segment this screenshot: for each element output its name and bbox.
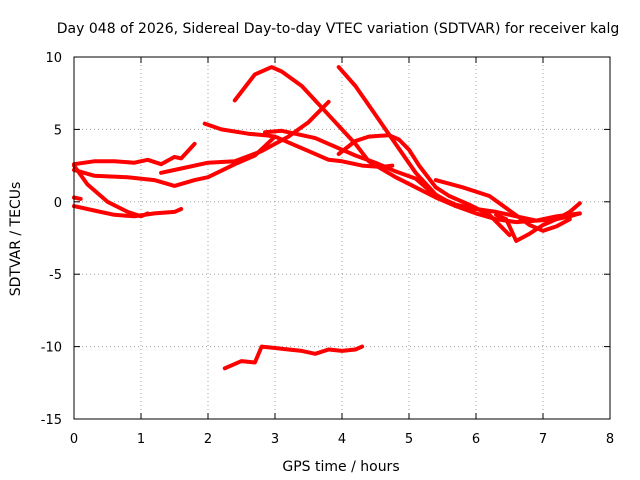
series-line-s11 (336, 133, 512, 238)
x-axis-label: GPS time / hours (282, 459, 399, 475)
y-tick-label: -5 (49, 268, 62, 283)
series-line-s7 (202, 121, 395, 169)
grid (74, 57, 610, 419)
y-tick-label: -10 (41, 341, 62, 356)
y-tick-label: -15 (41, 413, 62, 428)
y-tick-label: 10 (45, 51, 62, 66)
x-tick-label: 2 (204, 432, 212, 447)
series-line-s8 (232, 65, 582, 225)
x-tick-label: 5 (405, 432, 413, 447)
series-line-s5 (72, 163, 150, 219)
series-line-s4 (72, 204, 184, 219)
series-line-s10 (336, 65, 582, 223)
x-tick-label: 1 (137, 432, 145, 447)
y-tick-label: 5 (54, 123, 62, 138)
series-line-s13 (494, 211, 582, 243)
x-tick-label: 7 (539, 432, 547, 447)
series-line-s14 (222, 344, 365, 371)
tick-marks (73, 56, 611, 420)
x-tick-label: 3 (271, 432, 279, 447)
y-tick-label: 0 (54, 196, 62, 211)
y-axis-label: SDTVAR / TECUs (8, 182, 24, 297)
x-tick-label: 8 (606, 432, 614, 447)
series-group (72, 65, 582, 371)
series-line-s6 (159, 99, 331, 175)
x-tick-label: 0 (70, 432, 78, 447)
series-line-s12 (433, 178, 572, 233)
x-tick-label: 6 (472, 432, 480, 447)
series-line-s3 (72, 195, 83, 201)
series-line-s1 (72, 141, 197, 167)
series-line-s2 (72, 134, 277, 188)
chart-title: Day 048 of 2026, Sidereal Day-to-day VTE… (57, 21, 619, 37)
x-tick-label: 4 (338, 432, 346, 447)
y-tick-labels: -15 -10 -5 0 5 10 (41, 51, 62, 428)
x-tick-labels: 0 1 2 3 4 5 6 7 8 (70, 432, 614, 447)
